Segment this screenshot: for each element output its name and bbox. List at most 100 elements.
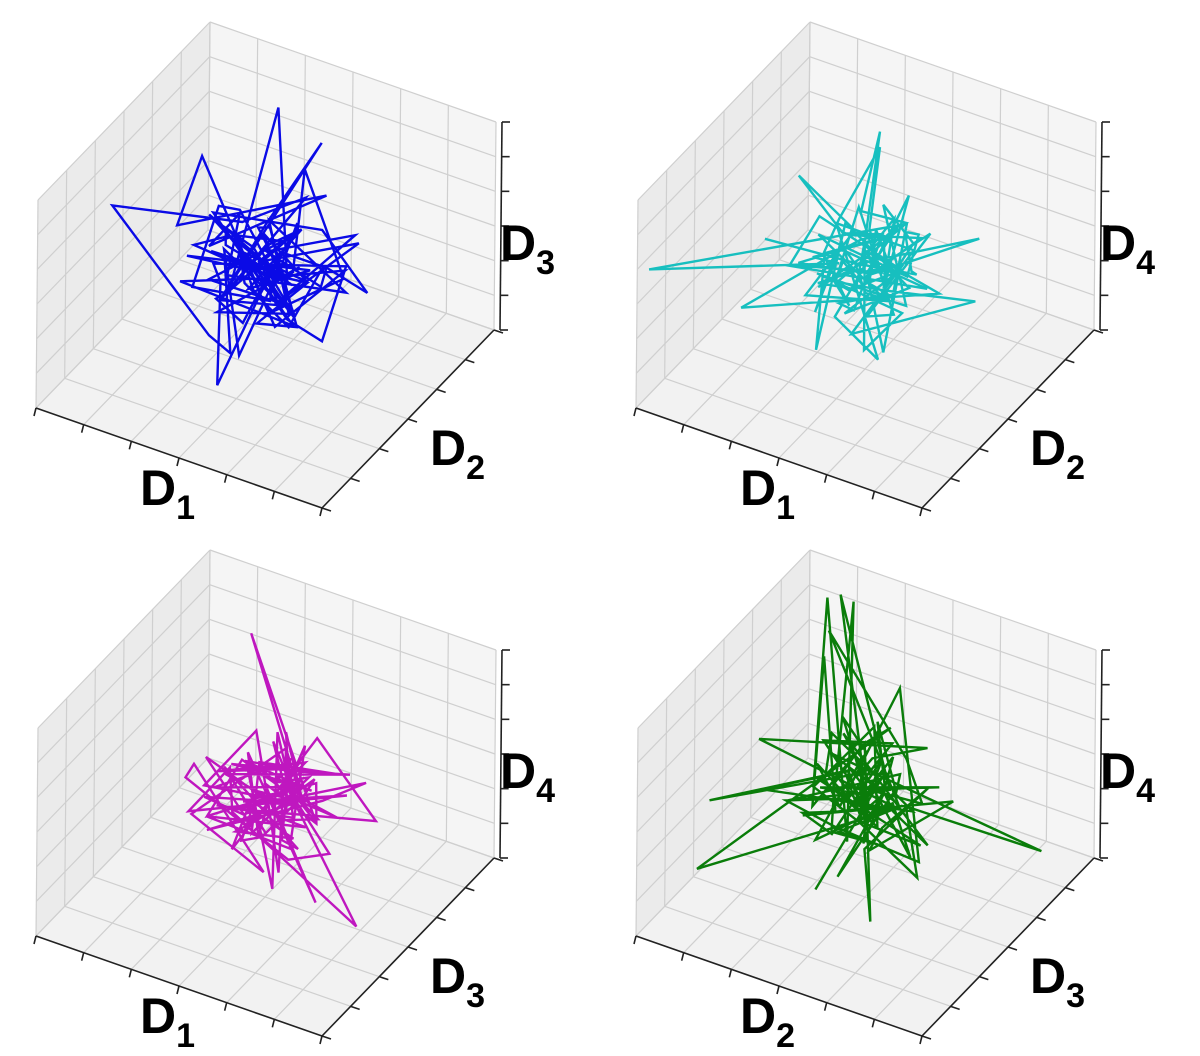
y-tick [465,886,475,892]
z-axis-label-base: D [1100,215,1136,271]
x-tick [919,507,923,517]
grid-line [209,549,497,651]
y-tick [1065,886,1075,892]
y-tick [1036,916,1046,922]
y-axis-label-base: D [1030,420,1066,476]
y-tick [1065,358,1075,364]
x-tick [776,985,780,995]
x-tick [80,424,85,433]
grid-line [637,584,811,764]
grid-line [207,21,211,231]
z-axis-label-sub: 4 [1136,772,1155,810]
y-tick [1036,388,1046,394]
z-axis-label: D4 [500,743,555,810]
grid-line [637,549,811,729]
grid-line [809,56,1096,158]
x-tick [176,457,180,467]
y-tick [979,447,989,453]
x-tick [271,491,276,500]
x-axis-label-sub: 1 [776,489,795,527]
z-axis-label-base: D [500,215,536,271]
data-series-line [109,107,369,386]
chart-panel-2: D1 D2 D4 [600,0,1200,528]
x-axis-label: D1 [140,460,195,527]
x-tick [680,424,685,433]
x-tick [319,1035,323,1045]
z-axis-label: D4 [1100,743,1155,810]
grid-line [809,584,1096,686]
x-axis-label-base: D [740,988,776,1044]
y-tick [1007,946,1018,951]
x-tick [823,1002,828,1011]
y-tick [379,447,389,453]
y-tick [407,946,418,951]
data-series-line [183,632,379,928]
x-tick [128,441,133,450]
y-axis-label: D2 [1030,420,1085,487]
grid-line [209,21,497,123]
y-tick [436,388,446,394]
grid-line [37,21,211,201]
chart-panel-4: D2 D3 D4 [600,528,1200,1056]
y-tick [493,857,504,862]
z-axis-label-sub: 3 [536,244,555,282]
data-series-line [696,594,1042,922]
y-axis-label-sub: 2 [1066,449,1085,487]
grid-line [637,56,811,236]
y-tick [321,507,332,512]
grid-line [207,549,211,759]
x-axis-label-base: D [140,988,176,1044]
x-axis-label-sub: 1 [176,1017,195,1055]
x-tick [271,1019,276,1028]
x-tick [633,935,637,945]
x-axis-label: D1 [740,460,795,527]
grid-line [1093,649,1097,859]
grid-line [209,56,496,158]
y-tick [1093,857,1104,862]
y-axis-label-base: D [430,420,466,476]
x-tick [633,407,637,417]
x-tick [223,474,228,483]
z-axis-label-base: D [1100,743,1136,799]
y-tick [950,477,960,483]
y-tick [350,1005,360,1011]
y-tick [921,1035,932,1040]
x-tick [776,457,780,467]
y-tick [1093,329,1104,334]
y-tick [321,1035,332,1040]
x-tick [223,1002,228,1011]
x-tick [680,952,685,961]
x-tick [728,441,733,450]
data-series-line [648,131,980,361]
x-axis-label-base: D [740,460,776,516]
x-tick [728,969,733,978]
y-tick [350,477,360,483]
axes-3d-3: D1D 3 D4 [33,549,555,1055]
x-axis-label: D2 [740,988,795,1055]
x-tick [80,952,85,961]
chart-svg-3: D1D 3 D4 [33,549,555,1055]
grid-line [809,549,1097,651]
y-tick [950,1005,960,1011]
x-tick [871,491,876,500]
x-axis-label: D1 [140,988,195,1055]
grid-line [179,787,466,889]
y-tick [493,329,504,334]
grid-line [809,21,1097,123]
x-tick [871,1019,876,1028]
chart-panel-1: D1 D2 D3 [0,0,600,528]
y-axis-label-sub: 3 [466,977,485,1015]
grid-line [637,21,811,201]
x-tick [176,985,180,995]
y-tick [979,975,989,981]
x-tick [919,1035,923,1045]
grid-line [807,21,811,231]
x-axis-label-sub: 2 [776,1017,795,1055]
grid-line [37,584,211,764]
y-tick [379,975,389,981]
grid-line [493,649,497,859]
